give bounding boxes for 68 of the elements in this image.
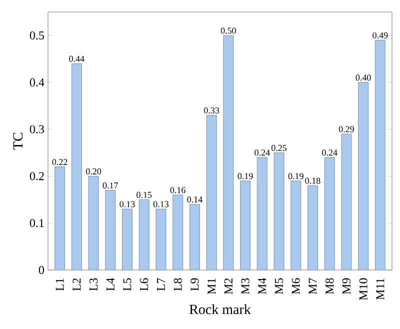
data-label: 0.49 [372,32,388,38]
bar [54,166,66,270]
data-label: 0.24 [254,150,270,156]
bar [172,194,184,270]
data-label: 0.15 [136,192,152,198]
data-label: 0.22 [52,158,68,166]
data-label: 0.20 [86,168,102,174]
data-label: 0.14 [187,196,202,203]
x-tick-label: M2 [224,278,232,294]
data-label: 0.17 [102,182,118,189]
bar [290,180,302,270]
x-tick-label: L6 [140,278,148,291]
y-tick-label: 0.1 [30,219,44,228]
x-tick-label: M11 [376,278,384,300]
y-tick-label: 0.4 [30,78,44,86]
x-tick-label: M5 [275,278,283,294]
x-tick-label: L5 [123,278,132,291]
bar [190,204,200,270]
x-tick-label: M9 [342,278,350,294]
y-tick-label: 0 [38,266,44,274]
y-tick-label: 0.2 [30,172,44,180]
bar [308,185,318,270]
x-tick-label: M3 [241,278,250,294]
y-axis-title: TC [13,132,23,150]
bar [341,134,352,270]
bar [122,208,132,270]
bar [223,35,234,270]
data-label: 0.18 [305,178,320,184]
x-axis-title: Rock mark [190,304,251,314]
bar [105,190,116,270]
x-tick-label: L9 [190,278,199,291]
data-label: 0.19 [288,173,304,180]
x-tick-label: M6 [292,278,300,294]
bar [88,176,99,270]
bar [138,199,150,270]
x-tick-label: L7 [157,278,165,291]
data-label: 0.33 [204,107,220,114]
data-label: 0.44 [69,56,84,62]
bar [256,157,268,270]
bar [240,180,250,270]
data-label: 0.16 [170,187,186,194]
bar [71,63,82,270]
data-label: 0.29 [338,126,354,132]
bar [358,82,369,270]
bar [374,40,386,270]
bar [324,157,335,270]
x-tick-label: L8 [174,278,182,291]
x-tick-label: L3 [89,278,98,291]
x-tick-label: M8 [326,278,334,294]
bar [156,208,166,270]
data-label: 0.24 [322,150,338,156]
bar [206,114,217,270]
y-tick-label: 0.5 [30,31,44,40]
x-tick-label: L2 [72,278,81,291]
data-label: 0.40 [356,74,371,81]
x-tick-label: L1 [56,278,64,291]
data-label: 0.13 [120,201,135,208]
x-tick-label: M4 [258,278,266,294]
x-tick-label: M10 [359,278,368,300]
bar [274,152,284,270]
x-tick-label: M1 [208,278,216,294]
x-tick-label: L4 [106,278,114,291]
x-tick-label: M7 [308,278,317,294]
data-label: 0.50 [220,28,236,34]
y-tick-label: 0.3 [30,125,44,134]
data-label: 0.13 [153,201,169,208]
data-label: 0.19 [238,173,253,180]
data-label: 0.25 [271,144,287,152]
